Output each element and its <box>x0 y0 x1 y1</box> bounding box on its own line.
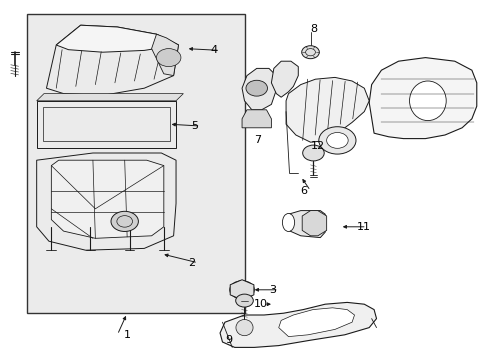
Text: 1: 1 <box>123 330 130 340</box>
Text: 5: 5 <box>190 121 197 131</box>
Text: 12: 12 <box>310 141 324 151</box>
Polygon shape <box>37 153 176 250</box>
Circle shape <box>301 46 319 59</box>
Circle shape <box>235 294 253 307</box>
Circle shape <box>318 127 355 154</box>
Circle shape <box>326 132 347 148</box>
Polygon shape <box>56 25 178 52</box>
Polygon shape <box>51 160 163 238</box>
Polygon shape <box>37 94 183 101</box>
Ellipse shape <box>409 81 445 121</box>
Polygon shape <box>271 61 298 97</box>
Circle shape <box>302 145 324 161</box>
Polygon shape <box>242 68 276 110</box>
Text: 6: 6 <box>300 186 307 196</box>
Text: 3: 3 <box>268 285 275 295</box>
Polygon shape <box>46 25 178 95</box>
Polygon shape <box>220 302 376 347</box>
Polygon shape <box>278 308 354 337</box>
Polygon shape <box>151 34 178 76</box>
Polygon shape <box>242 110 271 128</box>
Text: 10: 10 <box>254 299 268 309</box>
Text: 9: 9 <box>224 335 232 345</box>
Polygon shape <box>288 211 325 238</box>
Ellipse shape <box>282 213 294 231</box>
Polygon shape <box>285 77 368 142</box>
Text: 11: 11 <box>356 222 370 232</box>
Text: 4: 4 <box>210 45 217 55</box>
Bar <box>42 107 170 141</box>
Text: 2: 2 <box>188 258 195 268</box>
Polygon shape <box>230 280 253 300</box>
Circle shape <box>111 211 138 231</box>
Polygon shape <box>368 58 476 139</box>
Polygon shape <box>302 211 326 236</box>
Circle shape <box>245 80 267 96</box>
Ellipse shape <box>235 320 253 336</box>
Circle shape <box>156 49 181 67</box>
Circle shape <box>229 281 254 299</box>
Text: 7: 7 <box>254 135 261 145</box>
Bar <box>37 101 176 148</box>
Text: 8: 8 <box>310 24 317 34</box>
Bar <box>27 14 244 313</box>
